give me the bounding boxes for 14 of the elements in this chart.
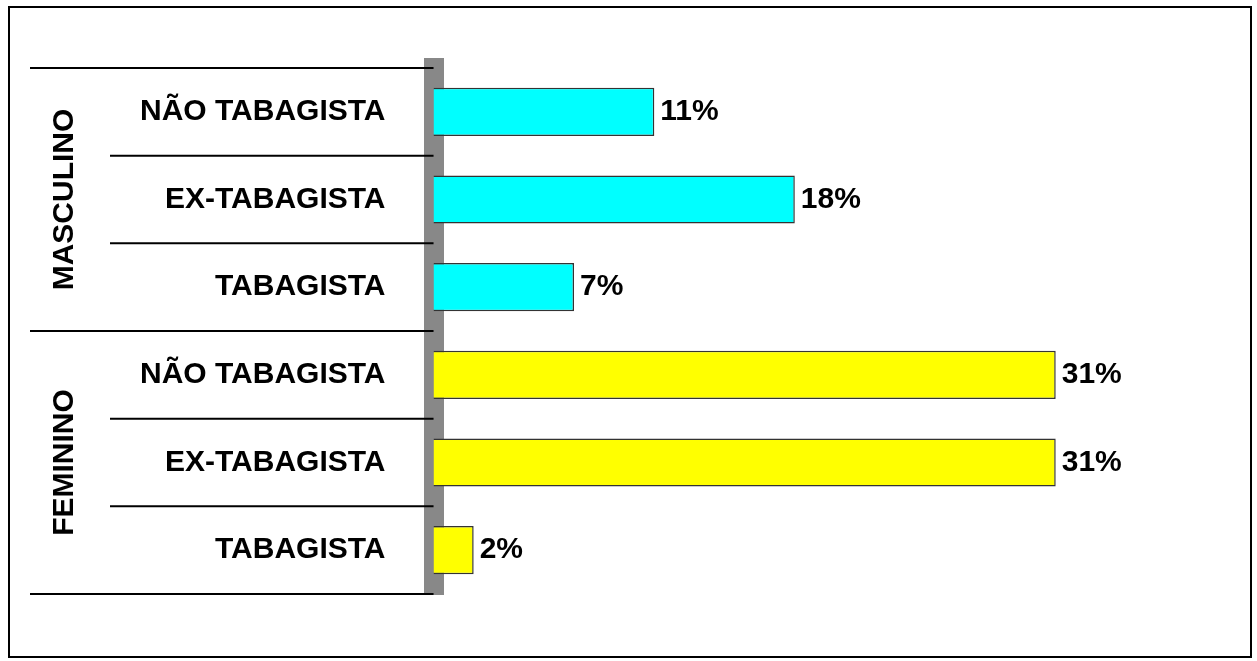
y-tick-label: EX-TABAGISTA (164, 180, 386, 214)
y-tick-label: NÃO TABAGISTA (139, 93, 386, 127)
data-label: 2% (479, 531, 524, 565)
y-tick-label: NÃO TABAGISTA (139, 356, 386, 390)
text: MASCULINO (46, 108, 80, 291)
data-label: 18% (800, 180, 861, 214)
data-label: 7% (580, 268, 624, 302)
data-label: 31% (1061, 356, 1122, 390)
text: FEMININO (46, 389, 80, 536)
data-label: 11% (660, 93, 719, 127)
data-label: 31% (1061, 443, 1122, 477)
y-tick-label: TABAGISTA (214, 268, 386, 302)
y-tick-label: EX-TABAGISTA (164, 443, 386, 477)
y-tick-label: TABAGISTA (214, 531, 386, 565)
